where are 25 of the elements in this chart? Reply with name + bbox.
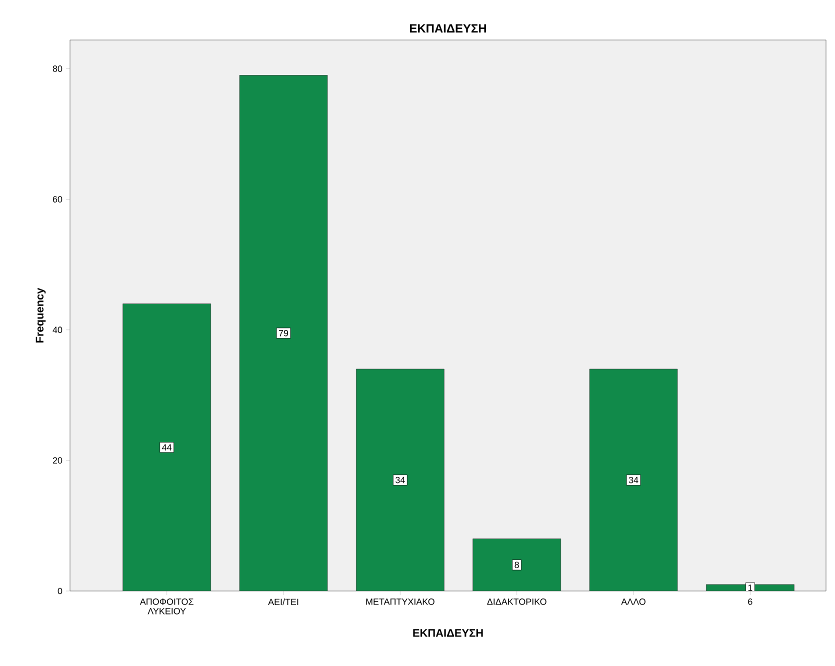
x-tick-label: ΔΙΔΑΚΤΟΡΙΚΟ: [487, 598, 546, 605]
bar: [122, 304, 211, 591]
bar: [589, 368, 678, 591]
bar: [472, 538, 562, 591]
x-tick-label: ΑΛΛΟ: [621, 598, 646, 605]
chart-title: ΕΚΠΑΙΔΕΥΣΗ: [410, 24, 486, 32]
bar: [239, 75, 328, 591]
data-label: 34: [628, 476, 638, 484]
data-label: 1: [748, 584, 752, 591]
data-label: 34: [396, 476, 405, 484]
y-tick-label: 40: [52, 326, 62, 334]
y-tick-label: 80: [52, 66, 62, 72]
data-label: 8: [514, 562, 519, 568]
x-tick-label: 6: [748, 598, 752, 605]
data-label: 79: [278, 330, 288, 336]
y-tick-label: 20: [52, 457, 62, 464]
x-tick-label: ΑΕΙ/ΤΕΙ: [268, 598, 298, 606]
y-tick-label: 60: [52, 196, 62, 202]
bar: [356, 368, 444, 591]
y-tick-label: 0: [58, 588, 62, 594]
y-axis-title: Frequency: [36, 288, 46, 342]
x-tick-label: ΑΠΟΦΟΙΤΟΣ ΛΥΚΕΙΟΥ: [140, 598, 194, 614]
x-axis-title: ΕΚΠΑΙΔΕΥΣΗ: [413, 629, 483, 637]
data-label: 44: [162, 444, 172, 450]
x-tick-label: ΜΕΤΑΠΤΥΧΙΑΚΟ: [366, 598, 434, 605]
